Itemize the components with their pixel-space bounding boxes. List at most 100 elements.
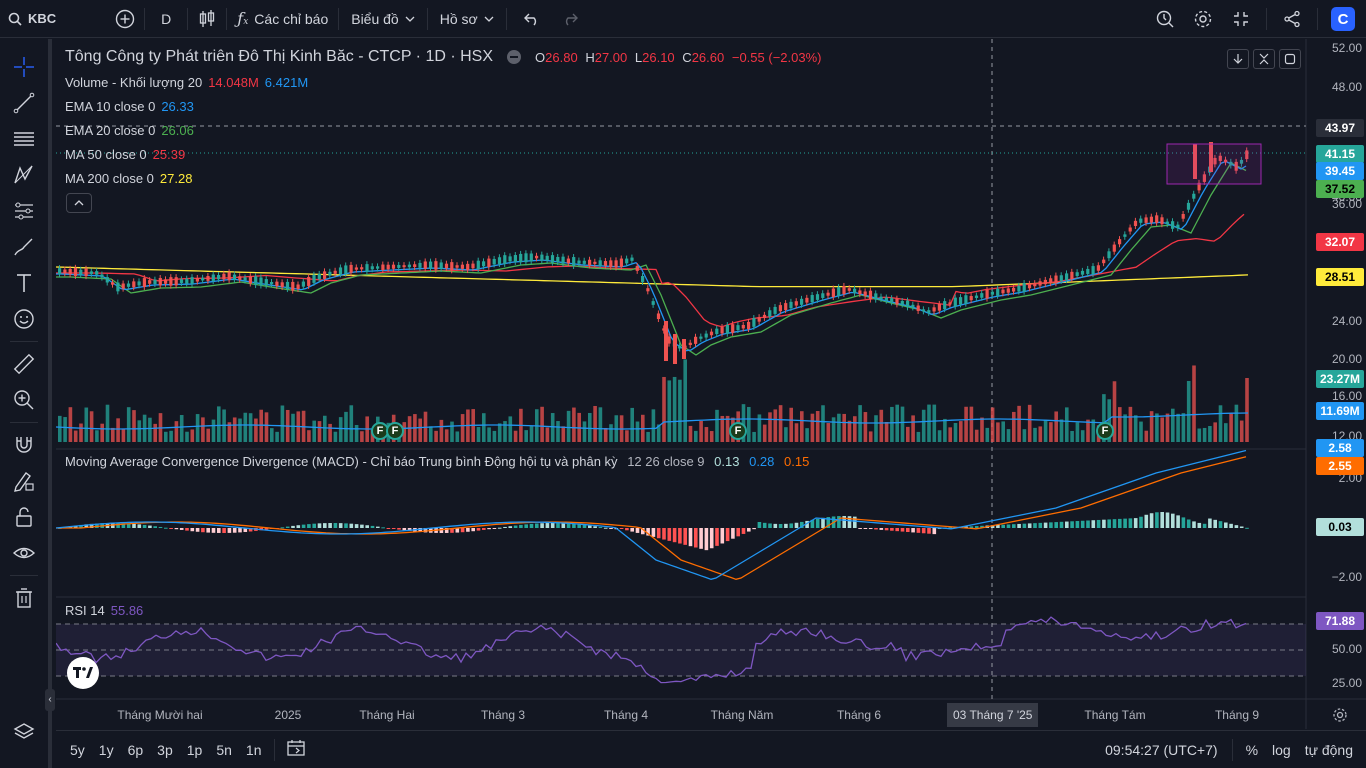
macd-histogram-bar: [179, 528, 184, 530]
go-to-date-button[interactable]: [281, 739, 313, 760]
move-pane-down-button[interactable]: [1227, 49, 1249, 69]
financials-badge[interactable]: F: [729, 422, 747, 440]
ema20-line: [56, 162, 1247, 356]
axis-settings-button[interactable]: [1332, 707, 1348, 726]
volume-bar: [879, 409, 884, 442]
axis-value-pill: 2.58: [1316, 439, 1364, 457]
macd-histogram-bar: [227, 528, 232, 533]
divider: [338, 7, 340, 30]
redo-button[interactable]: [551, 0, 589, 38]
macd-histogram-bar: [508, 526, 513, 528]
candle-body: [264, 279, 268, 286]
legend-rsi[interactable]: RSI 14 55.86: [65, 603, 144, 618]
fullscreen-button[interactable]: [1222, 0, 1260, 38]
visibility-tool[interactable]: [0, 535, 48, 571]
range-button-6p[interactable]: 6p: [127, 741, 144, 758]
sidebar-collapse-handle[interactable]: ‹: [45, 689, 55, 711]
volume-bar: [338, 417, 343, 442]
range-button-3p[interactable]: 3p: [157, 741, 173, 758]
compare-button[interactable]: [106, 0, 144, 38]
candle-body: [1054, 275, 1058, 284]
brush-tool[interactable]: [0, 229, 48, 265]
delete-tool[interactable]: [0, 580, 48, 616]
forecast-tool[interactable]: [0, 193, 48, 229]
maximize-pane-button[interactable]: [1279, 49, 1301, 69]
legend-ma50[interactable]: MA 50 close 0 25.39: [65, 147, 186, 162]
range-button-1y[interactable]: 1y: [98, 741, 114, 758]
volume-bar: [1224, 423, 1228, 442]
macd-histogram-bar: [206, 528, 210, 533]
app-logo-button[interactable]: C: [1324, 0, 1362, 38]
chart-area[interactable]: Tông Công ty Phát triên Đô Thị Kinh Băc …: [56, 39, 1366, 729]
symbol-search[interactable]: KBC: [0, 0, 66, 38]
macd-histogram-bar: [651, 528, 656, 537]
magnet-tool[interactable]: [0, 427, 48, 463]
pattern-tool[interactable]: [0, 157, 48, 193]
chart-type-button[interactable]: [188, 0, 226, 38]
log-scale-button[interactable]: log: [1272, 741, 1291, 758]
settings-button[interactable]: [1184, 0, 1222, 38]
profile-menu-button[interactable]: Hồ sơ: [428, 0, 506, 38]
divider: [274, 738, 276, 761]
candle-body: [1006, 288, 1010, 293]
volume-bar: [238, 418, 242, 442]
legend-ema20[interactable]: EMA 20 close 0 26.06: [65, 123, 194, 138]
ruler-tool[interactable]: [0, 346, 48, 382]
macd-histogram-bar: [296, 525, 301, 528]
volume-bar: [126, 407, 131, 442]
tradingview-logo[interactable]: [67, 657, 99, 689]
chart-menu-button[interactable]: Biểu đồ: [339, 0, 426, 38]
legend-volume[interactable]: Volume - Khối lượng 20 14.048M 6.421M: [65, 75, 309, 90]
trend-line-tool[interactable]: [0, 85, 48, 121]
horizontal-lines-tool[interactable]: [0, 121, 48, 157]
candle-body: [79, 269, 83, 275]
financials-badge[interactable]: F: [1096, 422, 1114, 440]
range-button-5n[interactable]: 5n: [216, 741, 232, 758]
undo-button[interactable]: [513, 0, 551, 38]
range-button-5y[interactable]: 5y: [70, 741, 85, 758]
zoom-tool[interactable]: [0, 382, 48, 418]
percent-scale-button[interactable]: %: [1245, 741, 1259, 758]
lock-tool[interactable]: [0, 499, 48, 535]
range-button-1n[interactable]: 1n: [245, 741, 262, 758]
candle-body: [874, 293, 878, 300]
legend-ema10[interactable]: EMA 10 close 0 26.33: [65, 99, 194, 114]
volume-bar: [1186, 380, 1191, 442]
candle-body: [243, 277, 247, 281]
candle-body: [307, 276, 311, 286]
macd-histogram-bar: [1027, 523, 1032, 528]
candle-body: [540, 254, 544, 261]
volume-bar: [990, 407, 995, 442]
volume-bar: [1197, 428, 1202, 442]
indicators-button[interactable]: ƒx Các chỉ báo: [227, 0, 338, 38]
macd-histogram-bar: [126, 523, 131, 528]
collapse-pane-button[interactable]: [1253, 49, 1275, 69]
object-tree-button[interactable]: [0, 715, 48, 751]
draw-mode-tool[interactable]: [0, 463, 48, 499]
macd-histogram-bar: [513, 525, 518, 528]
interval-button[interactable]: D: [145, 0, 187, 38]
volume-bar: [1033, 427, 1037, 442]
range-button-1p[interactable]: 1p: [186, 741, 203, 758]
emoji-tool[interactable]: [0, 301, 48, 337]
macd-histogram-bar: [715, 528, 719, 546]
legend-ma200[interactable]: MA 200 close 0 27.28: [65, 171, 193, 186]
candle-body: [291, 281, 295, 291]
legend-macd[interactable]: Moving Average Convergence Divergence (M…: [65, 454, 810, 469]
timezone-button[interactable]: 09:54:27 (UTC+7): [1105, 741, 1218, 758]
chart-canvas[interactable]: [56, 39, 1366, 729]
crosshair-tool[interactable]: [0, 49, 48, 85]
volume-bar: [794, 423, 799, 442]
text-icon: [17, 274, 31, 292]
macd-histogram-bar: [858, 528, 862, 529]
auto-scale-button[interactable]: tự động: [1304, 741, 1353, 758]
price-axis-label: 16.00: [1331, 389, 1362, 403]
volume-bar: [683, 359, 687, 442]
candle-body: [1229, 161, 1233, 166]
candle-body: [619, 258, 623, 267]
alert-button[interactable]: [1146, 0, 1184, 38]
legend-collapse-button[interactable]: [66, 193, 92, 213]
share-button[interactable]: [1273, 0, 1311, 38]
financials-badge[interactable]: F: [386, 422, 404, 440]
text-tool[interactable]: [0, 265, 48, 301]
